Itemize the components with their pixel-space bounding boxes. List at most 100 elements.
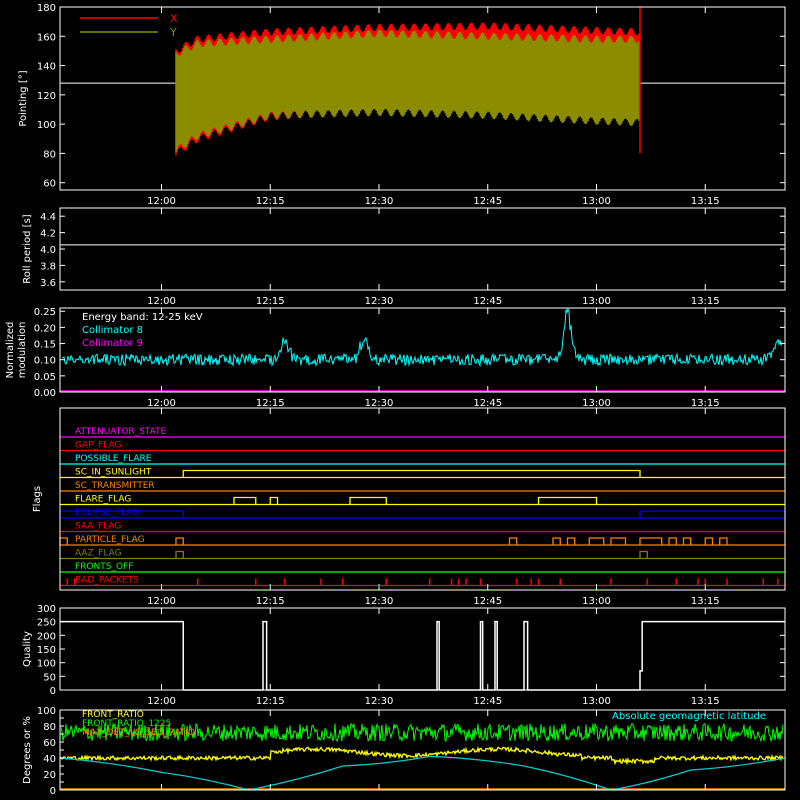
- flag-on-segment: [639, 537, 663, 545]
- flag-on-segment: [349, 496, 387, 505]
- plot-frame: [59, 307, 786, 393]
- flag-label: GAP_FLAG: [75, 441, 121, 451]
- x-tick-label: 12:45: [473, 398, 502, 409]
- y-tick-label: 40: [43, 754, 56, 765]
- y-axis-label-line2: modulation: [17, 322, 28, 379]
- flag-on-segment: [704, 537, 714, 545]
- flag-on-segment: [668, 537, 677, 545]
- flag-label: ECLIPSE_FLAG: [75, 508, 139, 518]
- y-tick-label: 250: [37, 618, 56, 629]
- legend-label: Y: [169, 26, 177, 39]
- flag-on-segment: [566, 537, 576, 545]
- quality-panel: 12:00 12:15 12:30 12:45 13:00 13:15 0 50 100 150 2…: [22, 604, 786, 707]
- y-tick-label: 4.2: [40, 229, 56, 240]
- flags-panel: ATTENUATOR_STATE GAP_FLAG POSSIBLE_FLARE SC…: [32, 407, 786, 607]
- quality-series: [60, 620, 785, 691]
- x-tick-label: 13:15: [691, 296, 720, 307]
- x-tick-label: 13:00: [582, 596, 611, 607]
- plot-frame: [59, 6, 786, 191]
- y-tick-label: 80: [43, 149, 56, 160]
- y-axis-label: Flags: [32, 486, 43, 512]
- flag-on-segment: [175, 550, 184, 559]
- y-axis-label: Degrees or %: [22, 716, 33, 784]
- y-tick-label: 60: [43, 179, 56, 190]
- x-tick-label: 12:30: [365, 196, 394, 207]
- x-tick-label: 12:45: [473, 196, 502, 207]
- flag-label: AAZ_FLAG: [75, 549, 122, 559]
- x-tick-label: 13:00: [582, 696, 611, 707]
- y-tick-label: 0.10: [34, 356, 56, 367]
- x-tick-label: 12:30: [365, 398, 394, 409]
- y-tick-label: 50: [43, 672, 56, 683]
- y-tick-label: 100: [37, 659, 56, 670]
- flag-label: BAD_PACKETS: [75, 576, 139, 586]
- legend-label: Collimator 9: [82, 338, 143, 349]
- flag-on-segment: [682, 537, 692, 545]
- y-axis-label: Quality: [22, 631, 33, 667]
- x-tick-label: 13:15: [691, 398, 720, 409]
- flag-on-segment: [610, 537, 627, 545]
- y-tick-label: 100: [37, 120, 56, 131]
- flag-label: FLARE_FLAG: [75, 495, 131, 505]
- modulation-panel: Energy band: 12-25 keV Collimator 8 Collim…: [5, 307, 786, 409]
- x-tick-label: 13:00: [582, 296, 611, 307]
- flag-label: SC_IN_SUNLIGHT: [75, 468, 152, 478]
- y-tick-label: 3.8: [40, 261, 56, 272]
- y-tick-label: 20: [43, 770, 56, 781]
- flag-on-segment: [508, 537, 518, 545]
- y-tick-label: 300: [37, 604, 56, 615]
- x-tick-label: 12:00: [147, 596, 176, 607]
- x-tick-label: 12:00: [147, 296, 176, 307]
- y-tick-label: 80: [43, 722, 56, 733]
- flag-label: FRONTS_OFF: [75, 562, 133, 572]
- flag-label: SAA_FLAG: [75, 522, 121, 532]
- x-tick-label: 12:45: [473, 596, 502, 607]
- plot-frame: [59, 407, 786, 591]
- y-axis-label: Roll period [s]: [22, 214, 33, 283]
- x-tick-label: 13:00: [582, 398, 611, 409]
- y-tick-label: 60: [43, 738, 56, 749]
- x-tick-label: 12:00: [147, 696, 176, 707]
- y-tick-label: 180: [37, 3, 56, 14]
- flag-on-segment: [269, 496, 279, 505]
- x-tick-label: 12:00: [147, 196, 176, 207]
- x-tick-label: 12:30: [365, 296, 394, 307]
- y-tick-label: 200: [37, 631, 56, 642]
- y-tick-label: 4.4: [40, 212, 56, 223]
- y-tick-label: 0: [50, 786, 56, 797]
- plot-frame: [59, 207, 786, 291]
- flag-on-segment: [182, 469, 641, 478]
- pointing-series-y: [175, 29, 640, 153]
- x-tick-label: 12:45: [473, 296, 502, 307]
- x-tick-label: 13:15: [691, 196, 720, 207]
- x-tick-label: 13:00: [582, 196, 611, 207]
- flag-label: POSSIBLE_FLARE: [75, 454, 152, 464]
- y-tick-label: 3.6: [40, 278, 56, 289]
- x-tick-label: 12:30: [365, 696, 394, 707]
- x-tick-label: 12:30: [365, 596, 394, 607]
- x-tick-label: 12:15: [256, 596, 285, 607]
- x-tick-label: 12:15: [256, 696, 285, 707]
- x-tick-label: 12:15: [256, 296, 285, 307]
- y-tick-label: 4.0: [40, 245, 56, 256]
- x-tick-label: 12:45: [473, 696, 502, 707]
- flag-on-segment: [233, 496, 257, 505]
- flag-on-segment: [175, 537, 184, 545]
- flag-on-segment: [537, 496, 598, 505]
- roll-period-panel: 12:00 12:15 12:30 12:45 13:00 13:15 3.6 3.8 4.0 4…: [22, 207, 786, 307]
- legend-label: Collimator 8: [82, 325, 143, 336]
- y-tick-label: 150: [37, 645, 56, 656]
- y-tick-label: 100: [37, 706, 56, 717]
- x-tick-label: 13:15: [691, 696, 720, 707]
- y-axis-label: Pointing [°]: [18, 70, 29, 126]
- energy-band-annotation: Energy band: 12-25 keV: [82, 312, 203, 323]
- y-tick-label: 0.00: [34, 388, 56, 399]
- flag-on-segment: [719, 537, 728, 545]
- legend-label: Absolute geomagnetic latitude: [612, 711, 766, 722]
- y-tick-label: 0.05: [34, 372, 56, 383]
- flag-label: SC_TRANSMITTER: [75, 481, 155, 491]
- x-tick-label: 12:15: [256, 398, 285, 409]
- flag-on-segment: [59, 537, 68, 545]
- flag-on-segment: [588, 537, 605, 545]
